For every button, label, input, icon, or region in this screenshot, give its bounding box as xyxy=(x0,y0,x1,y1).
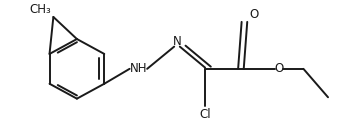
Text: NH: NH xyxy=(130,62,147,75)
Text: O: O xyxy=(274,62,284,75)
Text: N: N xyxy=(173,35,181,48)
Text: Cl: Cl xyxy=(199,108,211,121)
Text: O: O xyxy=(249,8,258,21)
Text: CH₃: CH₃ xyxy=(30,3,52,16)
